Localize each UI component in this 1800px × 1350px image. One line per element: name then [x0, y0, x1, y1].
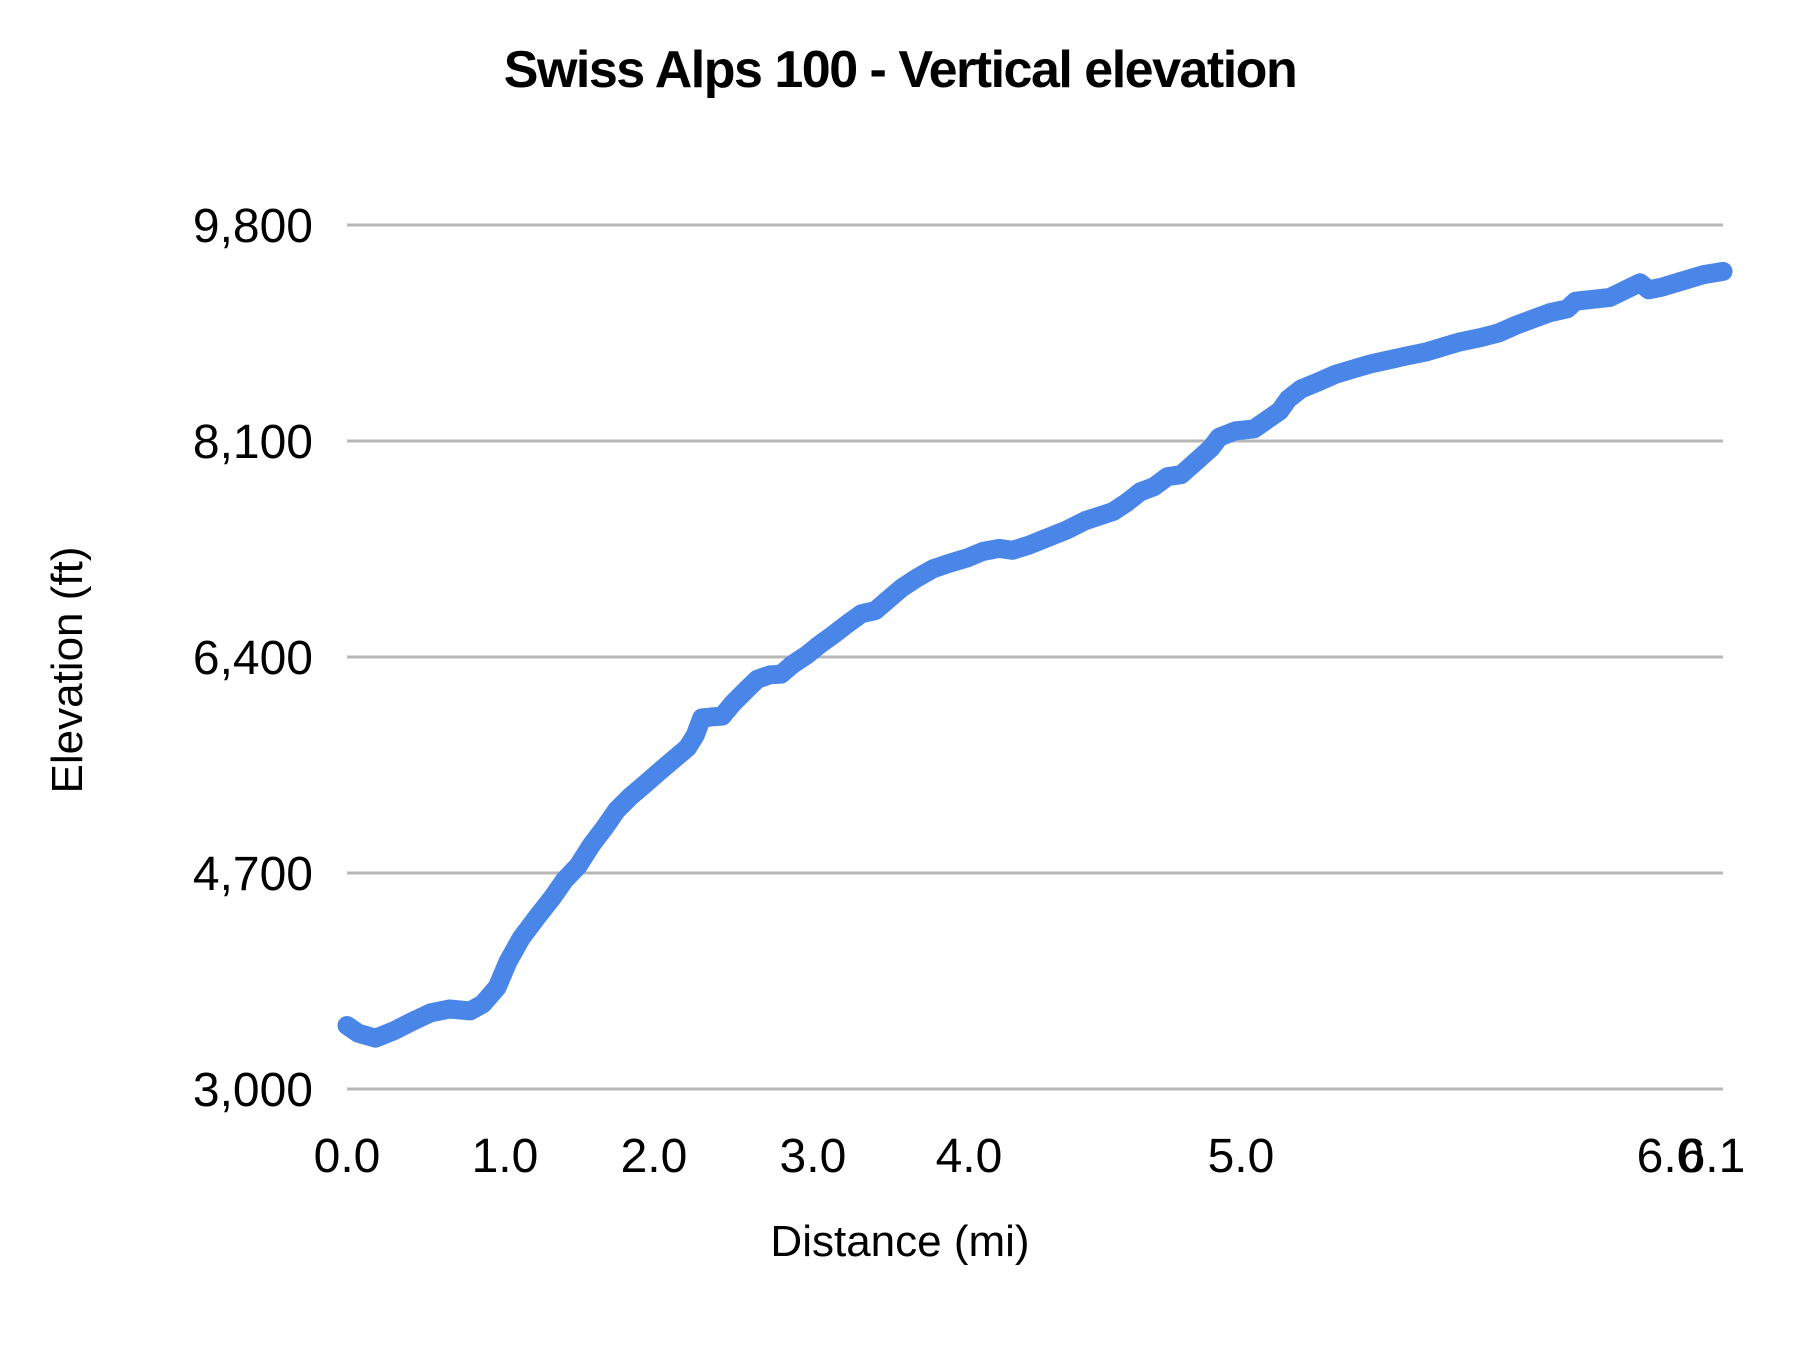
- y-tick-label: 9,800: [193, 200, 313, 253]
- elevation-line-series: [337, 261, 1733, 1048]
- x-tick-label: 4.0: [936, 1130, 1003, 1183]
- x-tick-label: 3.0: [780, 1130, 847, 1183]
- chart-title: Swiss Alps 100 - Vertical elevation: [503, 41, 1298, 99]
- x-tick-label: 2.0: [621, 1130, 688, 1183]
- x-tick-label: 6.1: [1679, 1130, 1746, 1183]
- y-tick-label: 3,000: [193, 1064, 313, 1117]
- y-tick-label: 8,100: [193, 416, 313, 469]
- x-tick-label: 5.0: [1208, 1130, 1275, 1183]
- x-tick-label: 1.0: [472, 1130, 539, 1183]
- x-tick-label: 6.0: [1637, 1130, 1704, 1183]
- y-tick-label: 6,400: [193, 632, 313, 685]
- y-tick-label: 4,700: [193, 848, 313, 901]
- x-tick-label: 0.0: [314, 1130, 381, 1183]
- x-axis-title: Distance (mi): [770, 1217, 1030, 1266]
